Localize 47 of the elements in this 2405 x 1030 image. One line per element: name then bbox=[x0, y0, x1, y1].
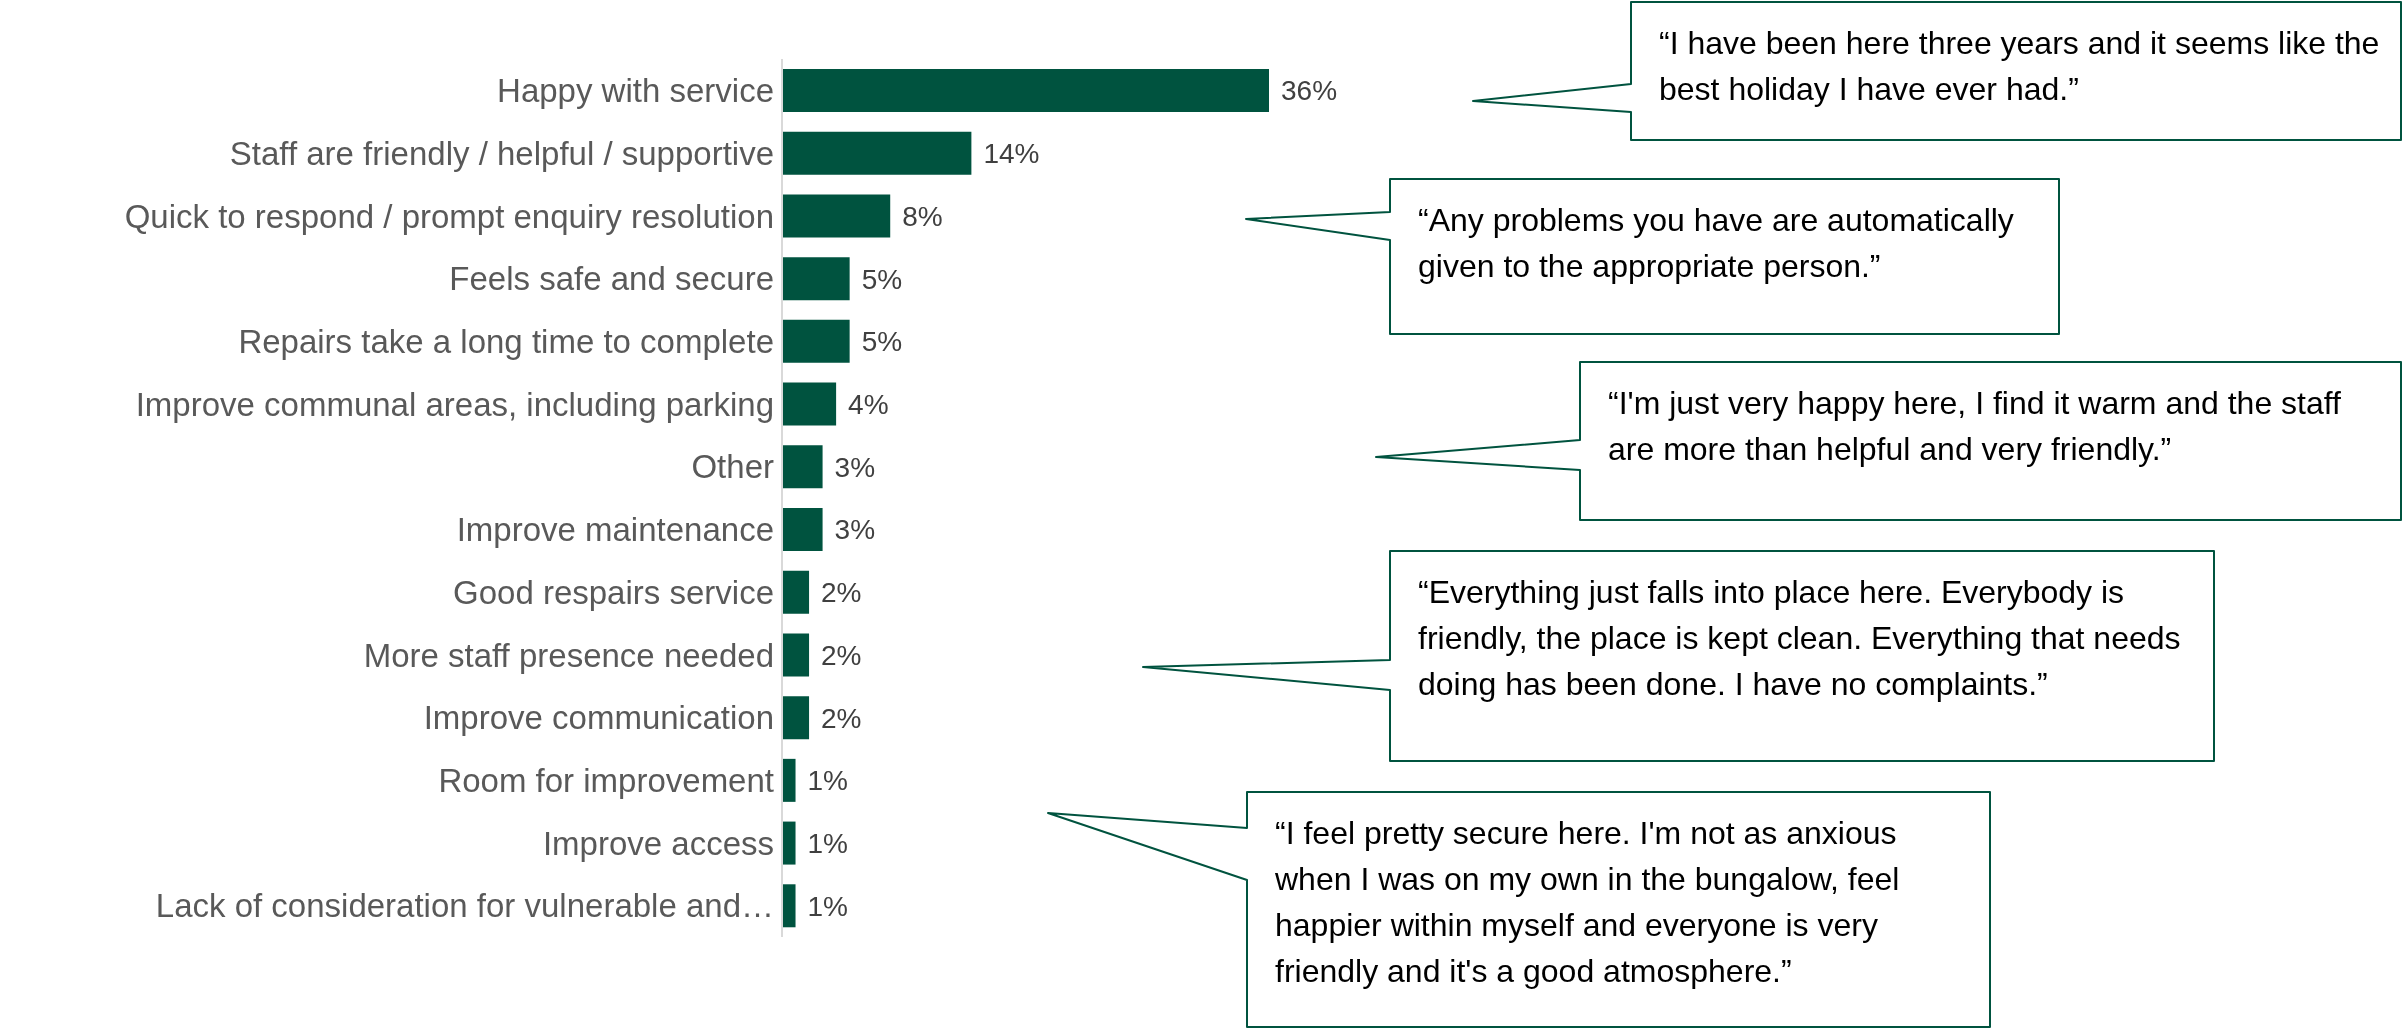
data-label: 2% bbox=[821, 702, 862, 734]
data-label: 2% bbox=[821, 577, 862, 609]
bar bbox=[782, 194, 891, 238]
text: “Any problems you have are automatically given to the appropriate person.” bbox=[1418, 201, 2015, 286]
y-tick-label: Repairs take a long time to complete bbox=[238, 322, 774, 360]
bar bbox=[782, 508, 823, 551]
data-label: 5% bbox=[861, 326, 903, 358]
bar bbox=[782, 758, 796, 802]
data-label: 1% bbox=[807, 765, 848, 797]
y-tick-label: Room for improvement bbox=[438, 761, 774, 799]
data-label: 2% bbox=[821, 639, 862, 671]
y-tick-label: Quick to respond / prompt enquiry resolution bbox=[124, 197, 774, 235]
y-tick-label: Staff are friendly / helpful / supportive bbox=[229, 134, 774, 172]
data-label: 36% bbox=[1281, 75, 1338, 107]
bar bbox=[782, 696, 810, 740]
text: “I have been here three years and it seems like the best holiday I have ever had.” bbox=[1659, 24, 2381, 109]
y-tick-label: Improve communal areas, including parking bbox=[135, 385, 774, 423]
bar bbox=[782, 382, 837, 426]
bar bbox=[782, 319, 850, 363]
text: “I'm just very happy here, I find it warm and the staff are more than helpful and very friendly.” bbox=[1608, 384, 2342, 469]
data-label: 3% bbox=[834, 451, 876, 483]
y-tick-label: Other bbox=[691, 448, 774, 486]
y-tick-label: Improve communication bbox=[423, 699, 774, 737]
y-tick-label: Feels safe and secure bbox=[449, 260, 774, 298]
y-tick-label: Improve access bbox=[542, 824, 774, 862]
bar bbox=[782, 445, 823, 489]
data-label: 8% bbox=[902, 200, 943, 232]
data-label: 4% bbox=[848, 389, 889, 421]
data-label: 14% bbox=[983, 138, 1040, 170]
y-tick-label: Lack of consideration for vulnerable and… bbox=[155, 887, 774, 925]
bar bbox=[782, 131, 972, 175]
bar bbox=[782, 570, 810, 614]
bar bbox=[782, 821, 796, 865]
data-label: 1% bbox=[807, 828, 848, 860]
bar bbox=[782, 257, 850, 301]
y-tick-label: Happy with service bbox=[497, 72, 774, 110]
bar bbox=[782, 884, 796, 928]
y-tick-label: More staff presence needed bbox=[363, 636, 774, 674]
bar bbox=[782, 69, 1269, 112]
y-tick-label: Improve maintenance bbox=[456, 511, 774, 549]
bar bbox=[782, 633, 810, 677]
text: “Everything just falls into place here. Everybody is friendly, the place is kept clean. Everything that needs doing has been done. I have no complaints.” bbox=[1418, 573, 2182, 704]
data-label: 3% bbox=[834, 514, 876, 546]
data-label: 1% bbox=[807, 890, 848, 922]
text: “I feel pretty secure here. I'm not as anxious when I was on my own in the bungalow, feel happier within myself and everyone is very friendly and it's a good atmosphere.” bbox=[1275, 814, 1901, 991]
y-tick-label: Good respairs service bbox=[453, 573, 774, 611]
data-label: 5% bbox=[861, 263, 903, 295]
